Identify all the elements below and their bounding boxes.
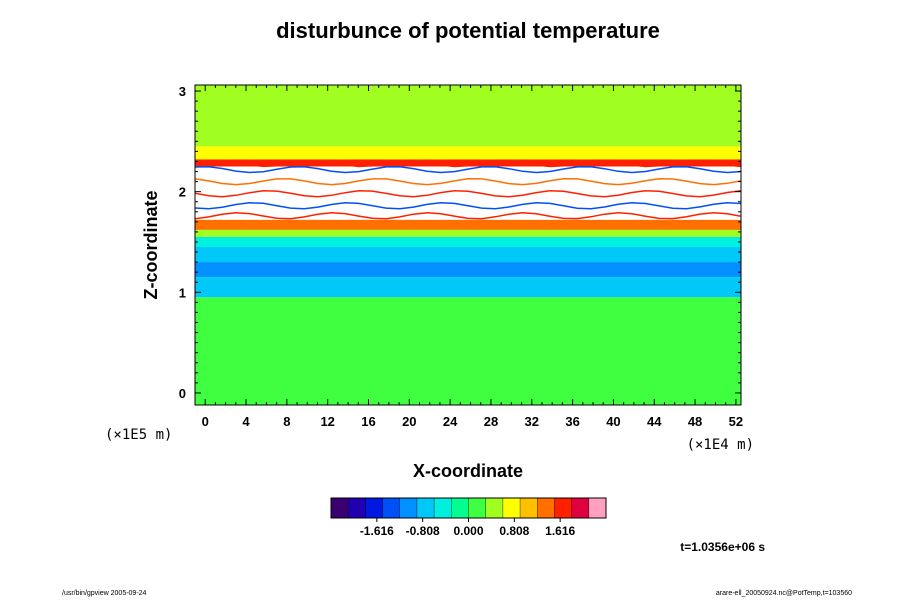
x-tick-label: 48 bbox=[688, 414, 702, 429]
footer-right: arare-ell_20050924.nc@PotTemp,t=103560 bbox=[716, 590, 852, 597]
colorbar-tick-label: 0.000 bbox=[453, 524, 483, 538]
colorbar-segment bbox=[348, 498, 366, 518]
heatmap-band-6 bbox=[195, 236, 741, 248]
colorbar-segment bbox=[331, 498, 349, 518]
colorbar-tick-label: 0.808 bbox=[499, 524, 529, 538]
y-axis: 0 1 2 3 bbox=[179, 84, 741, 401]
heatmap-band-7 bbox=[195, 247, 741, 263]
colorbar-segment bbox=[399, 498, 418, 518]
colorbar-tick-label: -1.616 bbox=[360, 524, 394, 538]
y-axis-label: Z-coordinate bbox=[141, 190, 161, 299]
y-tick-label: 2 bbox=[179, 185, 186, 200]
x-tick-label: 24 bbox=[443, 414, 458, 429]
heatmap-band-8 bbox=[195, 262, 741, 278]
contour-line-1 bbox=[195, 165, 741, 174]
y-scale-label: (×1E5 m) bbox=[105, 427, 172, 443]
x-tick-label: 40 bbox=[606, 414, 620, 429]
colorbar-segment bbox=[434, 498, 452, 518]
colorbar-tick-label: 1.616 bbox=[545, 524, 575, 538]
x-tick-label: 8 bbox=[283, 414, 290, 429]
x-scale-label: (×1E4 m) bbox=[687, 437, 754, 453]
contour-line-5 bbox=[195, 212, 741, 220]
colorbar-segment bbox=[571, 498, 590, 518]
colorbar-segment bbox=[485, 498, 504, 518]
x-tick-label: 16 bbox=[361, 414, 375, 429]
heatmap-band-3 bbox=[195, 166, 741, 220]
y-tick-label: 3 bbox=[179, 84, 186, 99]
y-tick-label: 0 bbox=[179, 386, 186, 401]
x-tick-label: 28 bbox=[484, 414, 498, 429]
x-axis-label: X-coordinate bbox=[413, 461, 523, 481]
colorbar-segment bbox=[554, 498, 573, 518]
x-tick-label: 12 bbox=[320, 414, 334, 429]
x-tick-label: 32 bbox=[525, 414, 539, 429]
heatmap-band-0 bbox=[195, 85, 741, 147]
x-tick-label: 44 bbox=[647, 414, 662, 429]
contour-line-4 bbox=[195, 202, 741, 210]
heatmap-band-4 bbox=[195, 219, 741, 230]
colorbar-segment bbox=[502, 498, 521, 518]
colorbar-segment bbox=[537, 498, 555, 518]
y-tick-label: 1 bbox=[179, 285, 186, 300]
colorbar-ticks: -1.616 -0.808 0.000 0.808 1.616 bbox=[360, 518, 576, 538]
colorbar-segment bbox=[382, 498, 401, 518]
colorbar-segment bbox=[468, 498, 487, 518]
colorbar-segment bbox=[520, 498, 538, 518]
colorbar-segment bbox=[416, 498, 435, 518]
plot-frame bbox=[194, 84, 742, 406]
heatmap-band-5 bbox=[195, 229, 741, 237]
heatmap-field bbox=[195, 85, 741, 405]
time-label: t=1.0356e+06 s bbox=[680, 540, 765, 554]
contour-line-3 bbox=[195, 190, 741, 198]
chart-title: disturbunce of potential temperature bbox=[276, 18, 660, 43]
colorbar-segment bbox=[451, 498, 469, 518]
contour-line-2 bbox=[195, 178, 741, 186]
colorbar-segment bbox=[588, 498, 607, 518]
x-tick-label: 20 bbox=[402, 414, 416, 429]
heatmap-contour-lines bbox=[195, 159, 741, 220]
contour-line-0 bbox=[195, 159, 741, 168]
x-axis: 0 4 8 12 16 20 24 28 32 36 40 44 48 52 bbox=[202, 85, 743, 429]
colorbar-tick-label: -0.808 bbox=[406, 524, 440, 538]
footer-left: /usr/bin/gpview 2005-09-24 bbox=[62, 590, 147, 597]
x-tick-label: 4 bbox=[242, 414, 250, 429]
x-tick-label: 0 bbox=[202, 414, 209, 429]
x-tick-label: 52 bbox=[729, 414, 743, 429]
heatmap-band-10 bbox=[195, 297, 741, 405]
heatmap-band-2 bbox=[195, 159, 741, 167]
colorbar-segment bbox=[365, 498, 384, 518]
heatmap-band-9 bbox=[195, 277, 741, 298]
x-tick-label: 36 bbox=[565, 414, 579, 429]
heatmap-band-1 bbox=[195, 146, 741, 160]
colorbar bbox=[330, 497, 607, 519]
